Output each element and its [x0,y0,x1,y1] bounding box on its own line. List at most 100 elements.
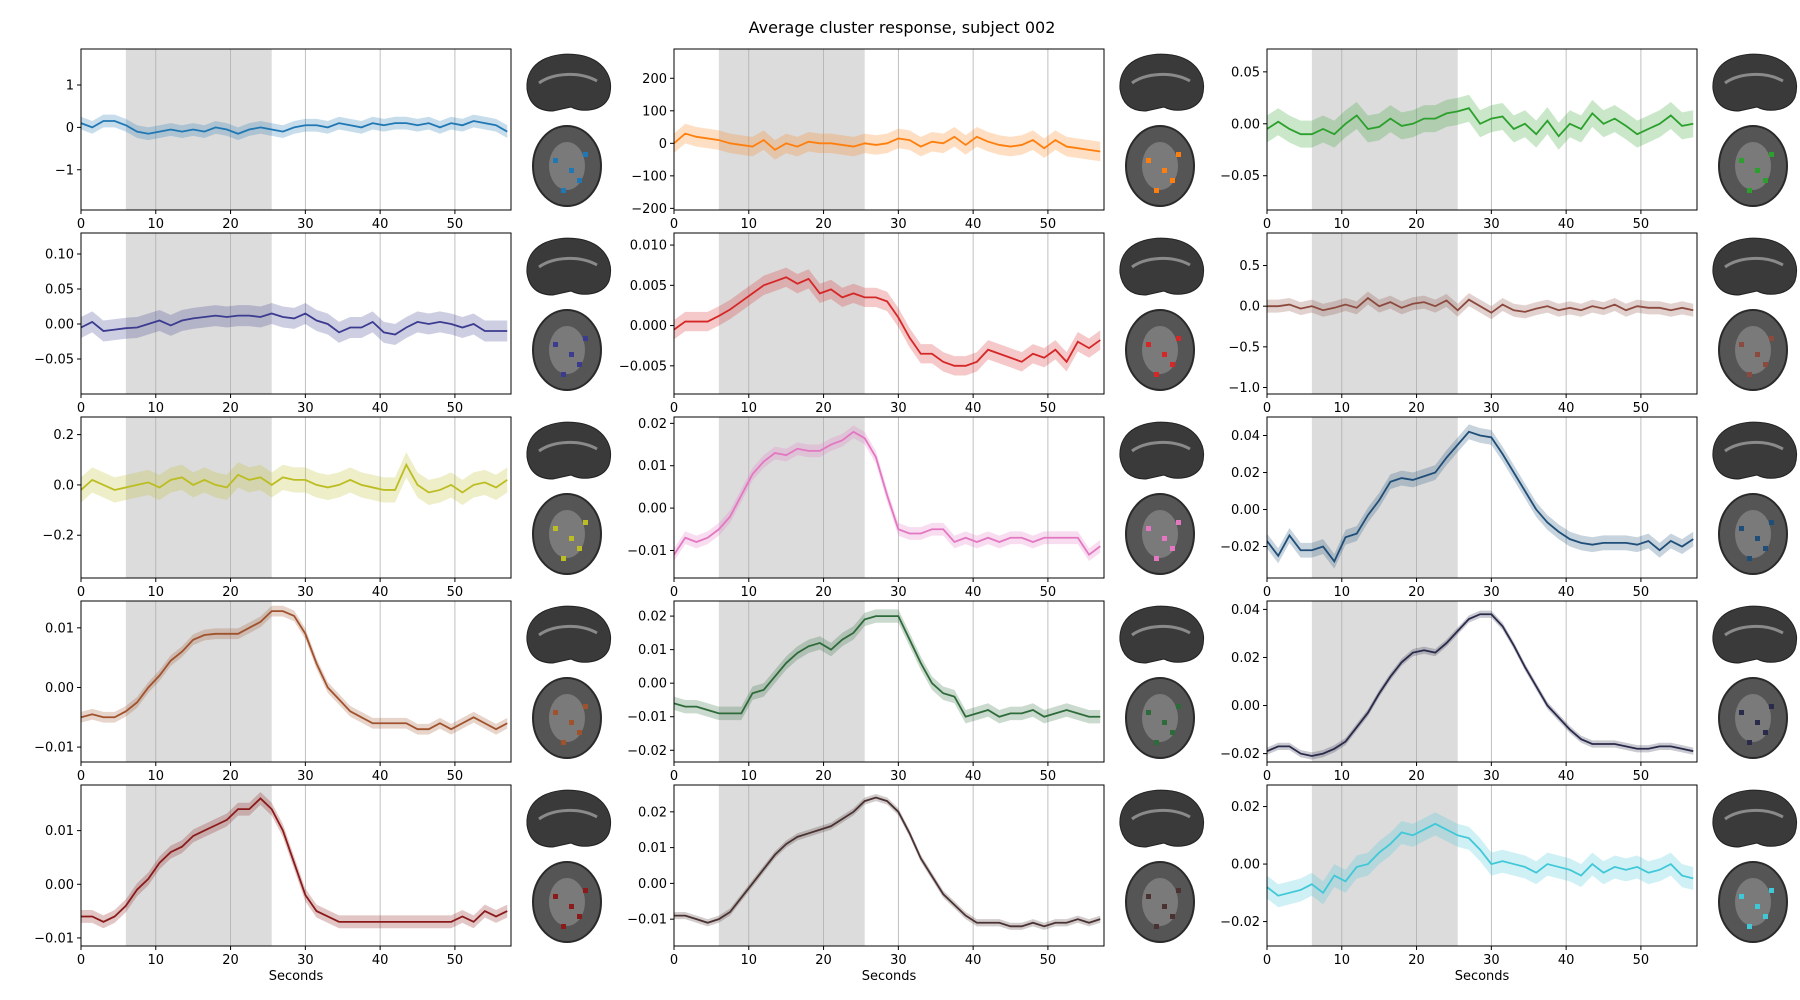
subplot-r4-c0: 0 10 20 30 40 50 −0.01 0.00 0.01 Seconds [34,784,512,984]
x-tick-label: 10 [741,953,758,968]
x-tick-label: 40 [965,953,982,968]
brain-sagittal-image [526,421,611,480]
cluster-voxel-mark [1146,894,1151,899]
y-tick-label: 0.01 [45,621,74,636]
axes-frame [673,232,1105,395]
x-tick-label: 50 [447,585,464,600]
brain-sagittal-image [1119,421,1204,480]
brain-thumbnails-r0-c1 [1119,53,1204,207]
brain-thumbnails-r4-c2 [1712,789,1797,943]
x-tick-label: 0 [77,217,85,232]
brain-ventricle-mark [1142,142,1178,190]
x-tick-label: 30 [297,401,314,416]
cluster-voxel-mark [1146,526,1151,531]
y-tick-label: 0.2 [53,428,74,443]
cluster-voxel-mark [553,894,558,899]
cluster-voxel-mark [1739,526,1744,531]
brain-structure-mark [1724,809,1784,821]
x-tick-label: 0 [670,769,678,784]
brain-thumbnails-r4-c1 [1119,789,1204,943]
cluster-voxel-mark [1755,720,1760,725]
cluster-voxel-mark [1154,372,1159,377]
x-tick-label: 10 [1334,953,1351,968]
cluster-voxel-mark [1763,178,1768,183]
cluster-voxel-mark [1763,546,1768,551]
confidence-band [1267,424,1694,569]
x-tick-label: 10 [1334,217,1351,232]
brain-sagittal-image [1712,605,1797,664]
cluster-voxel-mark [1170,914,1175,919]
mean-response-line [674,132,1101,153]
cluster-voxel-mark [1763,730,1768,735]
y-tick-label: 1 [66,79,74,94]
cluster-voxel-mark [1739,342,1744,347]
x-tick-label: 0 [1263,217,1271,232]
cluster-voxel-mark [553,158,558,163]
x-tick-label: 20 [1408,585,1425,600]
cluster-voxel-mark [553,710,558,715]
cluster-voxel-mark [1154,924,1159,929]
stimulus-block-shade [125,785,272,946]
x-tick-label: 40 [1558,953,1575,968]
brain-structure-mark [538,625,598,637]
subplot-r2-c2: 0 10 20 30 40 50 −0.02 0.00 0.02 0.04 [1220,416,1698,600]
cluster-voxel-mark [1176,520,1181,525]
x-tick-label: 40 [965,401,982,416]
x-tick-label: 40 [1558,401,1575,416]
y-tick-label: −0.005 [619,359,667,374]
y-tick-label: 0.02 [1231,651,1260,666]
subplot-r2-c0: 0 10 20 30 40 50 −0.2 0.0 0.2 [42,416,512,600]
subplot-r4-c2: 0 10 20 30 40 50 −0.02 0.00 0.02 Seconds [1220,784,1698,984]
y-tick-label: −0.01 [627,913,667,928]
subplot-r3-c1: 0 10 20 30 40 50 −0.02 −0.01 0.00 0.01 0.02 [627,600,1105,784]
x-tick-label: 10 [1334,401,1351,416]
confidence-band [674,267,1101,376]
cluster-voxel-mark [577,730,582,735]
y-tick-label: 0.01 [45,824,74,839]
cluster-voxel-mark [1176,336,1181,341]
cluster-voxel-mark [1170,546,1175,551]
stimulus-block-shade [1311,49,1458,210]
axes-frame [80,232,512,395]
y-tick-label: 0.00 [638,677,667,692]
y-tick-label: −0.05 [1220,169,1260,184]
x-tick-label: 30 [1483,401,1500,416]
axes-frame [1266,784,1698,947]
brain-structure-mark [1131,809,1191,821]
x-tick-label: 50 [1040,953,1057,968]
cluster-voxel-mark [583,336,588,341]
x-tick-label: 10 [148,953,165,968]
x-tick-label: 40 [1558,585,1575,600]
y-tick-label: −0.01 [627,544,667,559]
cluster-voxel-mark [1763,914,1768,919]
axes-frame [673,416,1105,579]
brain-structure-mark [1724,625,1784,637]
cluster-voxel-mark [1170,362,1175,367]
subplot-r4-c1: 0 10 20 30 40 50 −0.01 0.00 0.01 0.02 Seconds [627,784,1105,984]
x-tick-label: 20 [1408,401,1425,416]
x-tick-label: 0 [670,953,678,968]
cluster-voxel-mark [1162,352,1167,357]
cluster-voxel-mark [1747,188,1752,193]
y-tick-label: −200 [631,202,667,217]
cluster-voxel-mark [577,362,582,367]
x-tick-label: 20 [815,217,832,232]
cluster-voxel-mark [1747,556,1752,561]
y-tick-label: 0.04 [1231,429,1260,444]
subplot-r3-c2: 0 10 20 30 40 50 −0.02 0.00 0.02 0.04 [1220,600,1698,784]
brain-ventricle-mark [1142,510,1178,558]
x-tick-label: 10 [741,401,758,416]
cluster-voxel-mark [1146,710,1151,715]
x-tick-label: 50 [1633,953,1650,968]
y-tick-label: 0.02 [1231,800,1260,815]
x-tick-label: 0 [1263,401,1271,416]
brain-structure-mark [538,73,598,85]
brain-ventricle-mark [1735,878,1771,926]
x-tick-label: 30 [890,217,907,232]
subplot-r0-c2: 0 10 20 30 40 50 −0.05 0.00 0.05 [1220,48,1698,232]
y-tick-label: 0.000 [630,319,667,334]
x-tick-label: 30 [297,585,314,600]
brain-thumbnails-r1-c0 [526,237,611,391]
y-tick-label: −1 [55,163,74,178]
